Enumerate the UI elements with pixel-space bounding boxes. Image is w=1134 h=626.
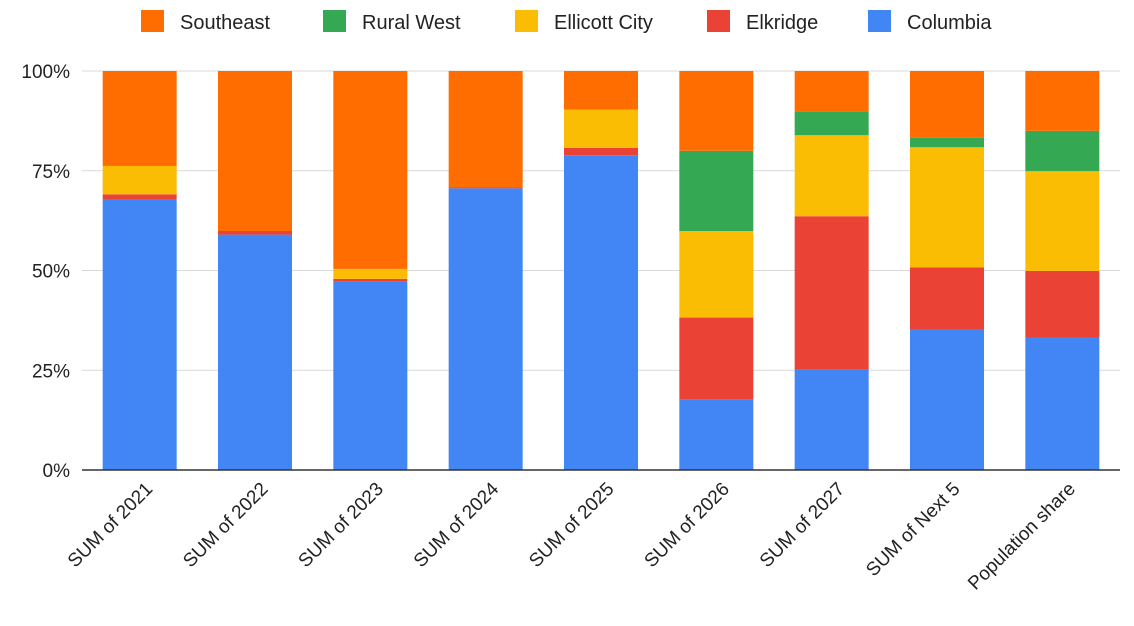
legend-label: Southeast bbox=[180, 12, 271, 34]
x-tick-label: SUM of 2023 bbox=[295, 479, 388, 572]
legend-item-columbia[interactable]: Columbia bbox=[868, 10, 992, 34]
bar-segment-ellicott-city[interactable] bbox=[102, 165, 177, 195]
legend-swatch bbox=[868, 10, 891, 32]
bar-segment-columbia[interactable] bbox=[564, 155, 638, 470]
legend-label: Columbia bbox=[907, 12, 992, 34]
bar-segment-elkridge[interactable] bbox=[679, 317, 754, 400]
x-tick-label: Population share bbox=[964, 479, 1080, 595]
bars bbox=[102, 71, 1100, 470]
legend-item-southeast[interactable]: Southeast bbox=[141, 10, 271, 34]
legend-swatch bbox=[141, 10, 164, 32]
legend-swatch bbox=[515, 10, 538, 32]
bar-stack bbox=[218, 71, 292, 470]
bar-stack bbox=[102, 71, 177, 470]
bar-segment-columbia[interactable] bbox=[218, 234, 292, 470]
y-tick-label: 0% bbox=[43, 461, 71, 482]
bar-segment-columbia[interactable] bbox=[910, 329, 984, 470]
bar-segment-elkridge[interactable] bbox=[910, 267, 984, 330]
legend-label: Ellicott City bbox=[554, 12, 653, 34]
bar-stack bbox=[564, 71, 638, 470]
y-tick-label: 75% bbox=[32, 162, 70, 183]
x-tick-label: SUM of Next 5 bbox=[862, 479, 964, 581]
bar-segment-rural-west[interactable] bbox=[794, 111, 869, 136]
bar-stack bbox=[448, 71, 523, 470]
bar-segment-southeast[interactable] bbox=[102, 71, 177, 166]
legend-item-ellicott-city[interactable]: Ellicott City bbox=[515, 10, 653, 34]
x-tick-label: SUM of 2024 bbox=[410, 478, 504, 572]
bar-segment-southeast[interactable] bbox=[333, 71, 408, 269]
x-tick-label: SUM of 2027 bbox=[756, 479, 849, 572]
x-axis: SUM of 2021 SUM of 2022 SUM of 2023 SUM of … bbox=[64, 469, 1120, 595]
bar-segment-rural-west[interactable] bbox=[1025, 130, 1100, 172]
bar-segment-elkridge[interactable] bbox=[333, 278, 408, 282]
bar-segment-southeast[interactable] bbox=[1025, 71, 1100, 131]
x-tick-label: SUM of 2025 bbox=[525, 479, 618, 572]
bar-stack bbox=[333, 71, 408, 470]
x-tick-label: SUM of 2021 bbox=[64, 479, 157, 572]
bar-segment-columbia[interactable] bbox=[679, 399, 754, 470]
bar-segment-ellicott-city[interactable] bbox=[794, 135, 869, 217]
bar-segment-columbia[interactable] bbox=[794, 369, 869, 470]
bar-segment-ellicott-city[interactable] bbox=[910, 147, 984, 268]
bar-segment-southeast[interactable] bbox=[564, 71, 638, 110]
y-tick-label: 25% bbox=[32, 361, 70, 382]
x-tick-label: SUM of 2026 bbox=[641, 479, 734, 572]
bar-segment-ellicott-city[interactable] bbox=[1025, 171, 1100, 271]
x-tick-label: SUM of 2022 bbox=[179, 479, 272, 572]
legend-swatch bbox=[707, 10, 730, 32]
bar-segment-rural-west[interactable] bbox=[910, 137, 984, 148]
bar-segment-columbia[interactable] bbox=[448, 188, 523, 470]
legend-item-rural-west[interactable]: Rural West bbox=[323, 10, 461, 34]
y-tick-label: 50% bbox=[32, 262, 70, 283]
y-tick-label: 100% bbox=[21, 62, 70, 83]
bar-segment-southeast[interactable] bbox=[448, 71, 523, 188]
y-axis: 0% 25% 50% 75% 100% bbox=[21, 62, 70, 482]
bar-segment-elkridge[interactable] bbox=[218, 230, 292, 235]
bar-segment-elkridge[interactable] bbox=[1025, 270, 1100, 338]
bar-segment-ellicott-city[interactable] bbox=[679, 230, 754, 318]
bar-segment-rural-west[interactable] bbox=[679, 150, 754, 231]
bar-stack bbox=[794, 71, 869, 470]
bar-segment-ellicott-city[interactable] bbox=[564, 109, 638, 149]
bar-stack bbox=[679, 71, 754, 470]
legend-label: Elkridge bbox=[746, 12, 818, 34]
bar-segment-southeast[interactable] bbox=[910, 71, 984, 138]
chart-legend: Southeast Rural West Ellicott City Elkridge… bbox=[141, 10, 992, 34]
bar-segment-southeast[interactable] bbox=[794, 71, 869, 112]
bar-segment-southeast[interactable] bbox=[679, 71, 754, 151]
bar-segment-elkridge[interactable] bbox=[448, 187, 523, 189]
bar-segment-elkridge[interactable] bbox=[102, 194, 177, 200]
bar-segment-elkridge[interactable] bbox=[564, 148, 638, 156]
bar-segment-columbia[interactable] bbox=[333, 281, 408, 470]
bar-stack bbox=[910, 71, 984, 470]
bar-segment-columbia[interactable] bbox=[102, 199, 177, 470]
bar-segment-southeast[interactable] bbox=[218, 71, 292, 231]
legend-swatch bbox=[323, 10, 346, 32]
bar-stack bbox=[1025, 71, 1100, 470]
legend-item-elkridge[interactable]: Elkridge bbox=[707, 10, 818, 34]
legend-label: Rural West bbox=[362, 12, 461, 34]
bar-segment-ellicott-city[interactable] bbox=[333, 268, 408, 279]
bar-segment-elkridge[interactable] bbox=[794, 216, 869, 370]
bar-segment-columbia[interactable] bbox=[1025, 337, 1100, 470]
